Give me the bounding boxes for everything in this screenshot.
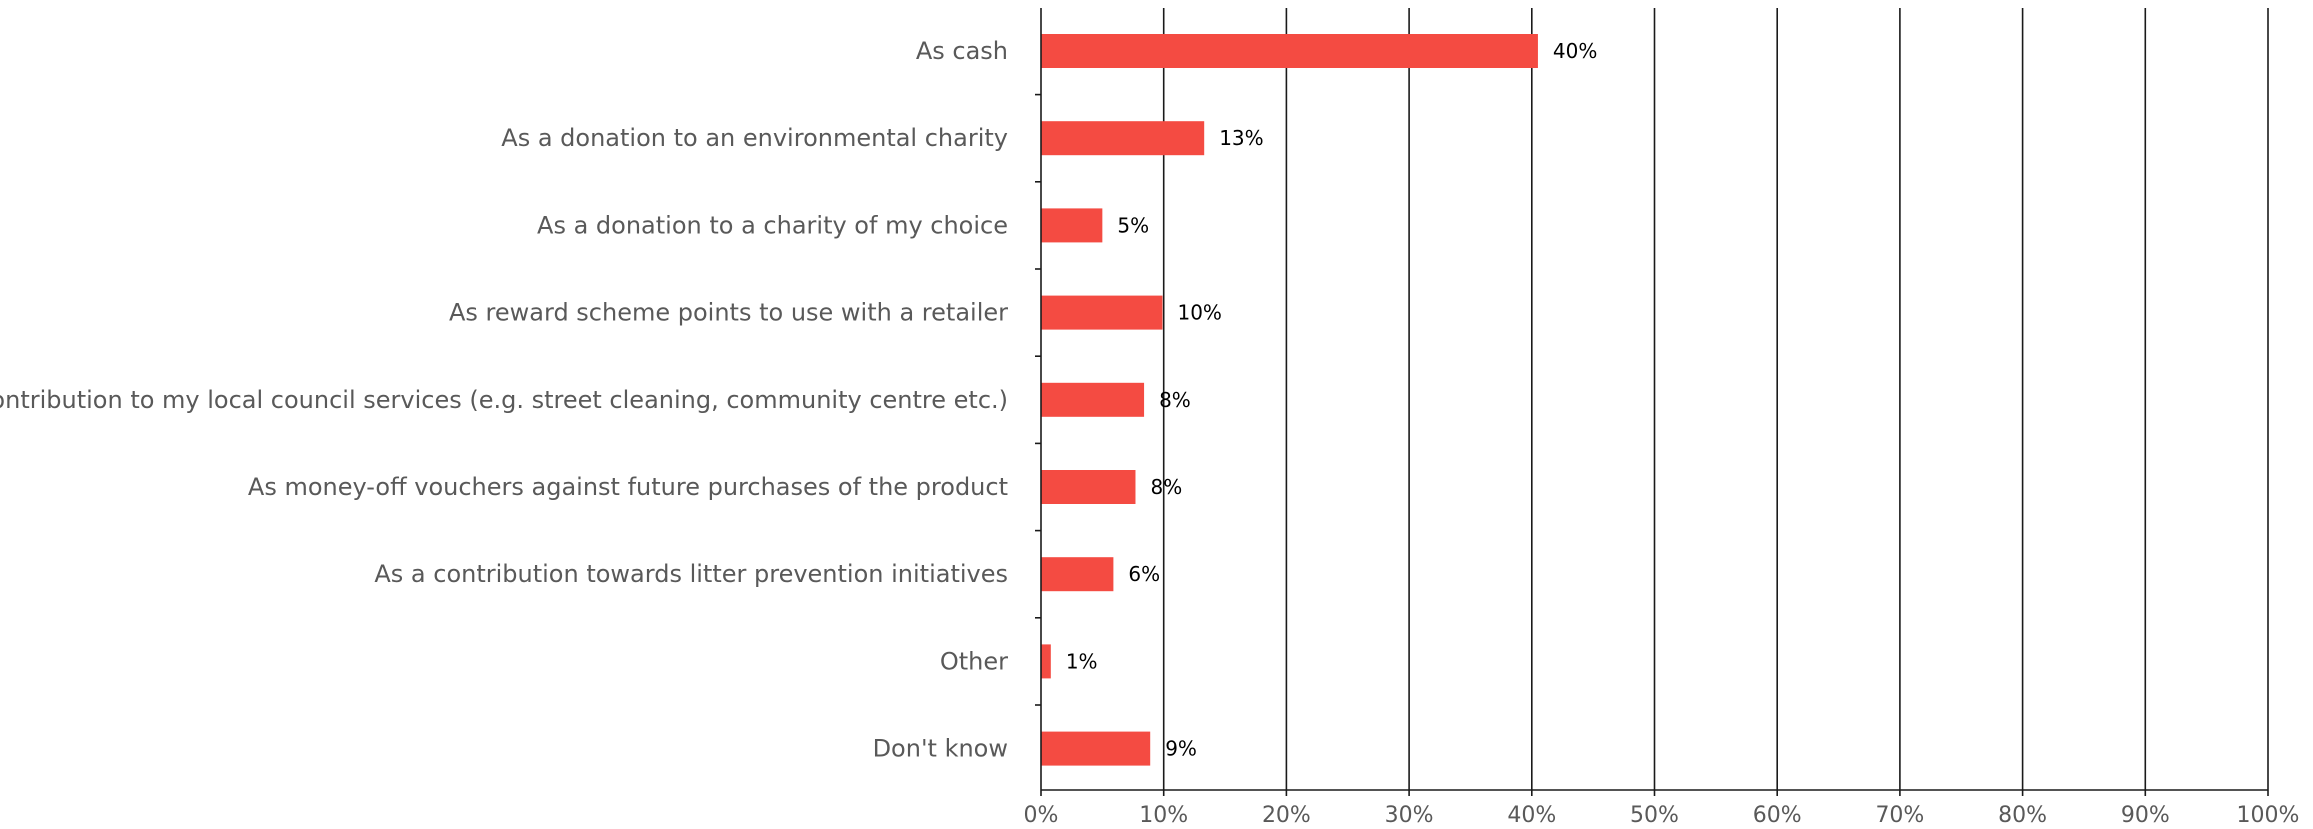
- data-label: 8%: [1159, 388, 1191, 412]
- category-label: As money-off vouchers against future pur…: [248, 473, 1008, 501]
- x-tick-label: 30%: [1385, 803, 1434, 828]
- category-label: As a donation to a charity of my choice: [537, 211, 1008, 239]
- bars: [1041, 34, 1538, 766]
- x-tick-label: 70%: [1875, 803, 1924, 828]
- bar: [1041, 470, 1136, 504]
- x-tick-label: 100%: [2237, 803, 2300, 828]
- axes: [1035, 8, 2269, 796]
- data-label: 6%: [1128, 562, 1160, 586]
- data-label: 40%: [1553, 39, 1597, 63]
- bar: [1041, 731, 1151, 766]
- bar: [1041, 644, 1051, 679]
- x-tick-label: 50%: [1630, 803, 1679, 828]
- data-label: 5%: [1117, 213, 1149, 237]
- category-label: As a donation to an environmental charit…: [501, 124, 1008, 152]
- data-label: 10%: [1177, 301, 1221, 325]
- gridlines: [1162, 8, 2269, 790]
- category-label: As reward scheme points to use with a re…: [449, 299, 1008, 327]
- x-tick-label: 40%: [1507, 803, 1556, 828]
- x-tick-labels: 0% 10% 20% 30% 40% 50% 60% 70% 80% 90% 100%: [1024, 803, 2300, 828]
- x-tick-label: 80%: [1998, 803, 2047, 828]
- category-label: As a contribution to my local council se…: [0, 386, 1008, 414]
- data-label: 8%: [1150, 475, 1182, 499]
- category-label: Other: [940, 647, 1008, 675]
- category-label: Don't know: [873, 735, 1008, 763]
- x-tick-label: 20%: [1262, 803, 1311, 828]
- bar: [1041, 34, 1538, 68]
- data-label: 13%: [1219, 126, 1263, 150]
- bar: [1041, 208, 1103, 243]
- data-labels: 40% 13% 5% 10% 8% 8% 6% 1% 9%: [1066, 39, 1598, 761]
- x-tick-label: 60%: [1753, 803, 1802, 828]
- category-label: As a contribution towards litter prevent…: [374, 560, 1008, 588]
- x-tick-label: 10%: [1139, 803, 1188, 828]
- bar: [1041, 295, 1163, 330]
- category-labels: As cash As a donation to an environmental…: [0, 37, 1008, 763]
- data-label: 1%: [1066, 649, 1098, 673]
- category-label: As cash: [916, 37, 1008, 65]
- bar: [1041, 121, 1205, 156]
- x-tick-label: 0%: [1024, 803, 1059, 828]
- bar: [1041, 382, 1145, 417]
- bar: [1041, 557, 1114, 592]
- data-label: 9%: [1165, 737, 1197, 761]
- x-tick-label: 90%: [2121, 803, 2170, 828]
